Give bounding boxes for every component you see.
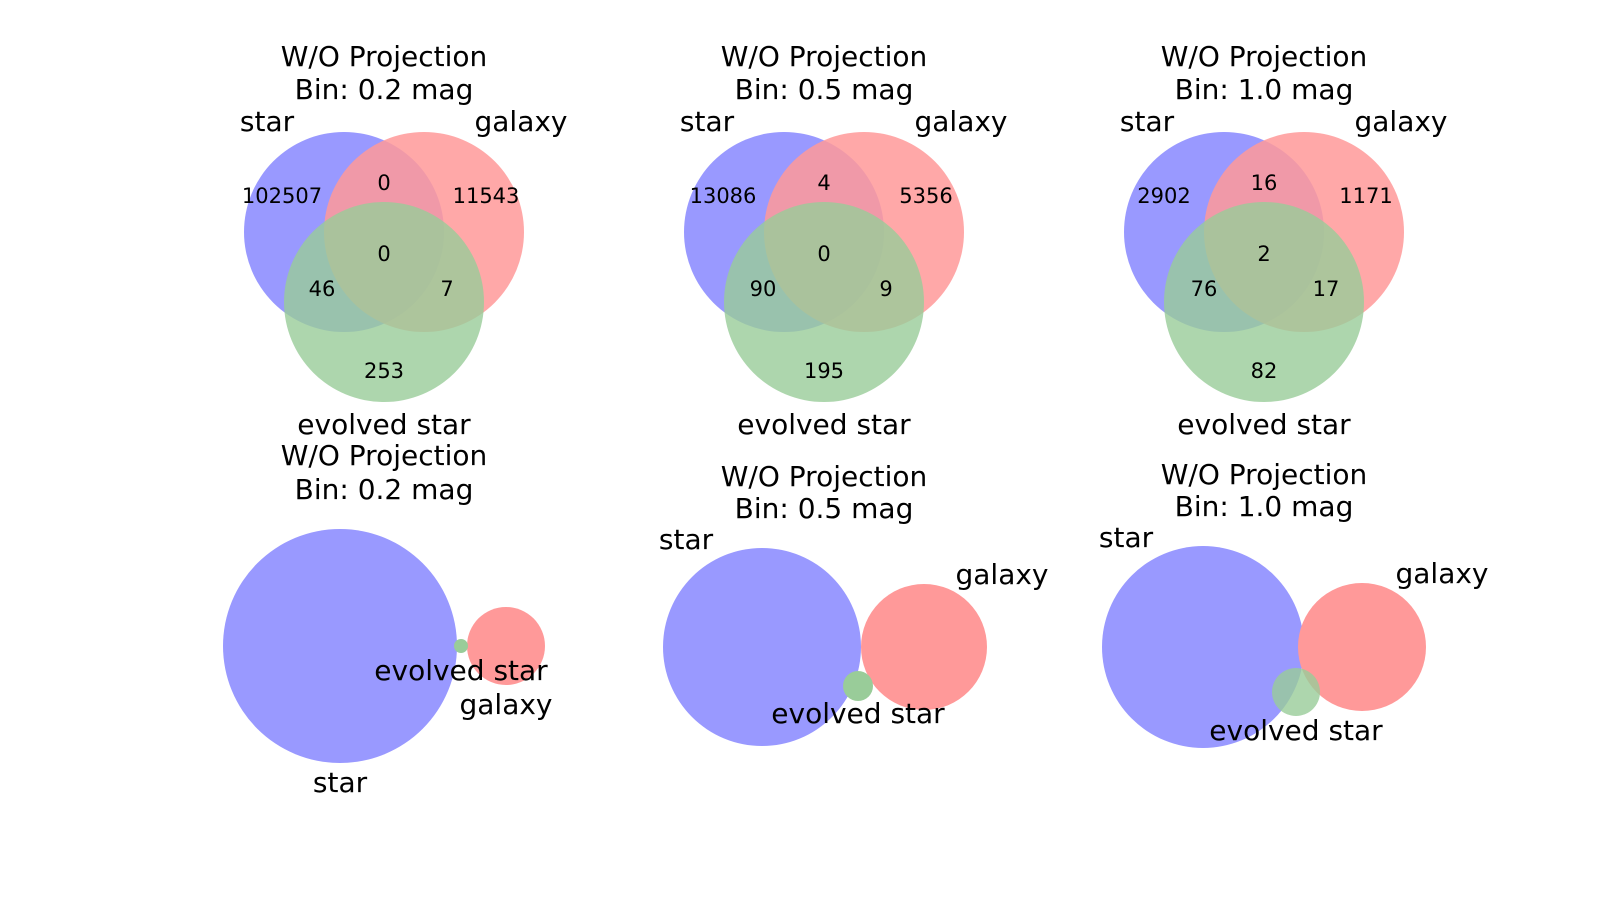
set-label-evolved-star: evolved star (737, 408, 911, 441)
count-star-evolved: 76 (1191, 277, 1218, 301)
set-label-evolved-star: evolved star (771, 697, 945, 730)
count-galaxy-only: 1171 (1339, 184, 1392, 208)
count-star-galaxy: 4 (817, 171, 830, 195)
galaxy-circle (467, 607, 545, 685)
panel-title-line2: Bin: 0.5 mag (735, 492, 914, 525)
set-label-evolved-star: evolved star (297, 408, 471, 441)
count-evolved-only: 82 (1251, 359, 1278, 383)
set-label-galaxy: galaxy (1395, 557, 1488, 590)
panel-bottom-middle: W/O Projection Bin: 0.5 mag star galaxy … (659, 460, 1049, 746)
panel-title-line1: W/O Projection (721, 460, 928, 493)
set-label-star: star (240, 105, 295, 138)
evolved-star-circle (454, 639, 468, 653)
count-all-three: 2 (1257, 242, 1270, 266)
panel-title-line2: Bin: 0.2 mag (295, 73, 474, 106)
panel-title-line2: Bin: 1.0 mag (1175, 73, 1354, 106)
count-star-evolved: 46 (309, 277, 336, 301)
count-star-only: 13086 (690, 184, 757, 208)
set-label-star: star (680, 105, 735, 138)
count-all-three: 0 (377, 242, 390, 266)
set-label-star: star (1099, 521, 1154, 554)
panel-title-line1: W/O Projection (1161, 458, 1368, 491)
set-label-galaxy: galaxy (914, 105, 1007, 138)
evolved-star-circle (284, 202, 484, 402)
panel-title-line2: Bin: 0.2 mag (295, 473, 474, 506)
count-star-evolved: 90 (750, 277, 777, 301)
panel-title-line2: Bin: 1.0 mag (1175, 490, 1354, 523)
panel-title-line2: Bin: 0.5 mag (735, 73, 914, 106)
set-label-star: star (1120, 105, 1175, 138)
galaxy-circle (1298, 583, 1426, 711)
panel-bottom-left: W/O Projection Bin: 0.2 mag evolved star… (223, 439, 553, 799)
count-galaxy-evolved: 9 (879, 277, 892, 301)
panel-top-right: W/O Projection Bin: 1.0 mag star galaxy … (1120, 40, 1448, 441)
star-circle (1102, 546, 1304, 748)
count-star-only: 102507 (242, 184, 322, 208)
set-label-evolved-star: evolved star (1177, 408, 1351, 441)
set-label-galaxy: galaxy (459, 688, 552, 721)
set-label-evolved-star: evolved star (374, 654, 548, 687)
set-label-galaxy: galaxy (474, 105, 567, 138)
count-galaxy-only: 5356 (899, 184, 952, 208)
panel-title-line1: W/O Projection (1161, 40, 1368, 73)
star-circle (663, 548, 861, 746)
set-label-evolved-star: evolved star (1209, 714, 1383, 747)
evolved-star-circle (724, 202, 924, 402)
evolved-star-circle (843, 671, 873, 701)
set-label-galaxy: galaxy (955, 558, 1048, 591)
evolved-star-circle (1164, 202, 1364, 402)
star-circle (223, 529, 457, 763)
panel-bottom-right: W/O Projection Bin: 1.0 mag star galaxy … (1099, 458, 1489, 748)
count-galaxy-evolved: 7 (440, 277, 453, 301)
panel-title-line1: W/O Projection (281, 40, 488, 73)
count-evolved-only: 253 (364, 359, 404, 383)
panel-top-middle: W/O Projection Bin: 0.5 mag star galaxy … (680, 40, 1008, 441)
count-star-galaxy: 0 (377, 171, 390, 195)
count-star-only: 2902 (1137, 184, 1190, 208)
count-all-three: 0 (817, 242, 830, 266)
evolved-star-circle (1272, 668, 1320, 716)
count-evolved-only: 195 (804, 359, 844, 383)
panel-title-line1: W/O Projection (281, 439, 488, 472)
count-galaxy-evolved: 17 (1313, 277, 1340, 301)
galaxy-circle (861, 584, 987, 710)
panel-top-left: W/O Projection Bin: 0.2 mag star galaxy … (240, 40, 568, 441)
panel-title-line1: W/O Projection (721, 40, 928, 73)
set-label-star: star (313, 766, 368, 799)
set-label-star: star (659, 523, 714, 556)
count-galaxy-only: 11543 (453, 184, 520, 208)
count-star-galaxy: 16 (1251, 171, 1278, 195)
set-label-galaxy: galaxy (1354, 105, 1447, 138)
